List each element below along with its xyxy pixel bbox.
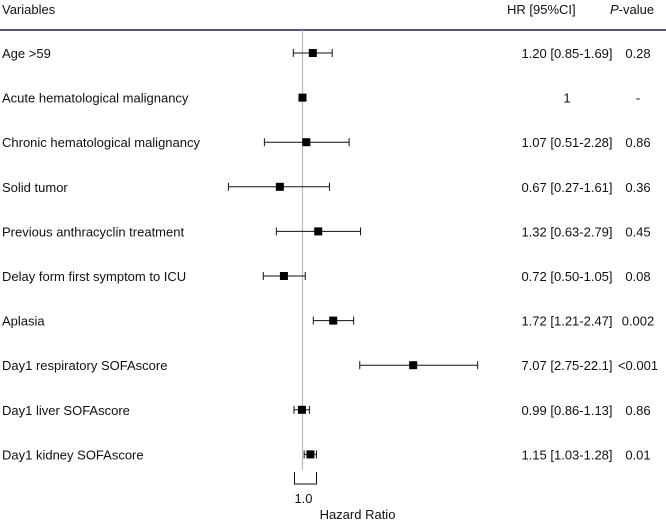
forest-row: Delay form first symptom to ICU 0.72 [0.5… bbox=[2, 269, 651, 284]
row-hr-ci: 1.72 [1.21-2.47] bbox=[521, 314, 612, 329]
header-p-italic: P bbox=[610, 2, 619, 17]
row-hr-ci: 1.32 [0.63-2.79] bbox=[521, 224, 612, 239]
row-label: Solid tumor bbox=[2, 180, 68, 195]
header-p-rest: -value bbox=[619, 2, 654, 17]
row-p-value: 0.86 bbox=[625, 135, 650, 150]
row-hr-ci: 1.15 [1.03-1.28] bbox=[521, 447, 612, 462]
point-estimate bbox=[314, 227, 323, 236]
row-p-value: 0.36 bbox=[625, 180, 650, 195]
row-p-value: 0.002 bbox=[622, 314, 655, 329]
row-label: Age >59 bbox=[2, 46, 51, 61]
row-p-value: 0.45 bbox=[625, 224, 650, 239]
row-hr-ci: 1.07 [0.51-2.28] bbox=[521, 135, 612, 150]
row-p-value: <0.001 bbox=[618, 358, 658, 373]
x-axis-tick bbox=[294, 472, 317, 485]
row-label: Previous anthracyclin treatment bbox=[2, 224, 184, 239]
x-tick-label: 1.0 bbox=[294, 491, 312, 506]
row-p-value: 0.01 bbox=[625, 447, 650, 462]
row-hr-ci: 0.99 [0.86-1.13] bbox=[521, 403, 612, 418]
row-label: Day1 respiratory SOFAscore bbox=[2, 358, 167, 373]
header-hr: HR [95%CI] bbox=[507, 2, 576, 17]
forest-row: Age >59 1.20 [0.85-1.69] 0.28 bbox=[2, 46, 651, 61]
row-p-value: 0.86 bbox=[625, 403, 650, 418]
row-hr-ci: 0.67 [0.27-1.61] bbox=[521, 180, 612, 195]
forest-row: Acute hematological malignancy 1 - bbox=[2, 91, 640, 106]
row-label: Day1 liver SOFAscore bbox=[2, 403, 130, 418]
x-axis-label: Hazard Ratio bbox=[320, 507, 396, 522]
forest-row: Day1 liver SOFAscore 0.99 [0.86-1.13] 0.86 bbox=[2, 403, 651, 418]
point-estimate bbox=[279, 272, 288, 280]
point-estimate bbox=[409, 361, 418, 370]
row-hr-ci: 1.20 [0.85-1.69] bbox=[521, 46, 612, 61]
forest-row: Solid tumor 0.67 [0.27-1.61] 0.36 bbox=[2, 180, 651, 195]
row-label: Day1 kidney SOFAscore bbox=[2, 447, 144, 462]
row-hr-ci: 0.72 [0.50-1.05] bbox=[521, 269, 612, 284]
point-estimate bbox=[297, 405, 306, 414]
header-p-value: P-value bbox=[610, 2, 654, 17]
point-estimate bbox=[302, 138, 311, 147]
row-p-value: - bbox=[636, 91, 640, 106]
row-label: Chronic hematological malignancy bbox=[2, 135, 200, 150]
row-label: Aplasia bbox=[2, 314, 45, 329]
row-p-value: 0.08 bbox=[625, 269, 650, 284]
forest-row: Day1 kidney SOFAscore 1.15 [1.03-1.28] 0.0… bbox=[2, 447, 651, 462]
point-estimate bbox=[306, 450, 315, 459]
row-hr-ci: 7.07 [2.75-22.1] bbox=[521, 358, 612, 373]
point-estimate bbox=[298, 93, 307, 102]
row-label: Acute hematological malignancy bbox=[2, 91, 189, 106]
row-hr-ci: 1 bbox=[563, 91, 570, 106]
forest-row: Previous anthracyclin treatment 1.32 [0.6… bbox=[2, 224, 651, 239]
forest-row: Aplasia 1.72 [1.21-2.47] 0.002 bbox=[2, 314, 654, 329]
forest-row: Day1 respiratory SOFAscore 7.07 [2.75-22.… bbox=[2, 358, 658, 373]
point-estimate bbox=[308, 49, 317, 57]
row-label: Delay form first symptom to ICU bbox=[2, 269, 186, 284]
row-p-value: 0.28 bbox=[625, 46, 650, 61]
forest-row: Chronic hematological malignancy 1.07 [0.… bbox=[2, 135, 651, 150]
point-estimate bbox=[329, 316, 338, 325]
header-variables: Variables bbox=[2, 2, 56, 17]
point-estimate bbox=[275, 182, 284, 191]
